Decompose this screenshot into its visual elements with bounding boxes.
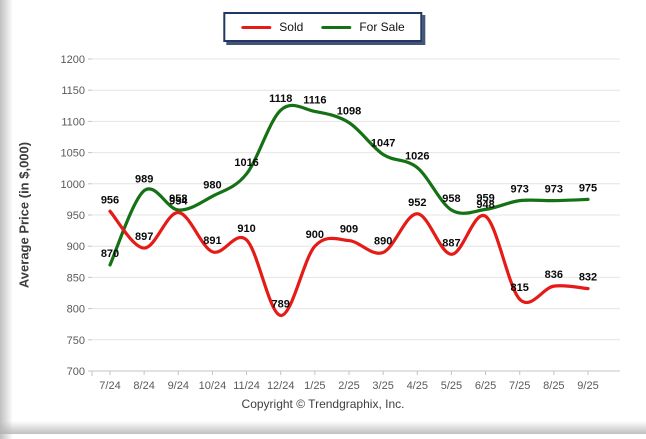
data-label-for-sale: 1016 xyxy=(234,157,258,169)
data-label-sold: 890 xyxy=(374,235,392,247)
legend-item-for-sale: For Sale xyxy=(321,20,405,34)
x-tick-label: 9/24 xyxy=(168,380,189,392)
x-tick-label: 2/25 xyxy=(338,380,359,392)
chart-legend: Sold For Sale xyxy=(223,12,423,42)
data-label-for-sale: 989 xyxy=(135,174,153,186)
legend-item-sold: Sold xyxy=(241,20,303,34)
data-label-for-sale: 1047 xyxy=(371,137,395,149)
data-label-for-sale: 1116 xyxy=(303,94,326,106)
data-label-sold: 954 xyxy=(169,196,188,208)
data-label-sold: 891 xyxy=(203,235,221,247)
y-tick-label: 1100 xyxy=(61,116,85,128)
data-label-sold: 948 xyxy=(476,199,494,211)
x-tick-label: 7/24 xyxy=(99,380,120,392)
data-label-sold: 836 xyxy=(545,269,563,281)
data-label-sold: 832 xyxy=(579,272,597,284)
x-tick-label: 1/25 xyxy=(304,380,325,392)
data-label-sold: 952 xyxy=(408,197,426,209)
data-label-sold: 789 xyxy=(272,298,290,310)
y-tick-label: 1150 xyxy=(61,85,85,97)
legend-line-swatch xyxy=(241,25,272,29)
data-label-sold: 815 xyxy=(511,282,529,294)
y-tick-label: 900 xyxy=(67,241,85,253)
y-tick-label: 1050 xyxy=(61,148,85,160)
data-label-for-sale: 959 xyxy=(476,192,494,204)
y-tick-label: 950 xyxy=(67,210,85,222)
y-axis-title: Average Price (in $,000) xyxy=(16,141,32,289)
x-tick-label: 3/25 xyxy=(372,380,393,392)
legend-label: For Sale xyxy=(359,20,405,34)
x-tick-label: 8/24 xyxy=(133,380,154,392)
y-tick-label: 850 xyxy=(67,272,85,284)
data-label-for-sale: 1026 xyxy=(405,151,429,163)
data-label-for-sale: 1098 xyxy=(337,106,361,118)
data-label-for-sale: 980 xyxy=(203,179,221,191)
data-label-sold: 900 xyxy=(306,229,324,241)
x-tick-label: 4/25 xyxy=(407,380,428,392)
data-label-for-sale: 958 xyxy=(169,193,187,205)
data-label-for-sale: 973 xyxy=(511,184,529,196)
legend-label: Sold xyxy=(279,20,304,34)
legend-line-swatch xyxy=(321,25,352,29)
x-tick-label: 8/25 xyxy=(543,380,564,392)
y-tick-label: 800 xyxy=(67,304,85,316)
x-tick-label: 9/25 xyxy=(577,380,598,392)
x-tick-label: 12/24 xyxy=(267,380,295,392)
series-line-sold xyxy=(108,209,590,318)
data-label-sold: 887 xyxy=(442,237,460,249)
x-tick-label: 10/24 xyxy=(199,380,227,392)
y-tick-label: 1000 xyxy=(61,179,85,191)
x-tick-label: 11/24 xyxy=(233,380,260,392)
x-tick-label: 7/25 xyxy=(509,380,530,392)
data-label-sold: 910 xyxy=(237,223,255,235)
series-line-for-sale xyxy=(108,103,590,267)
data-label-sold: 897 xyxy=(135,231,153,243)
y-tick-label: 700 xyxy=(67,366,85,378)
x-tick-label: 6/25 xyxy=(475,380,496,392)
data-label-for-sale: 870 xyxy=(101,248,119,260)
x-tick-label: 5/25 xyxy=(441,380,462,392)
y-tick-label: 750 xyxy=(67,335,85,347)
data-label-sold: 956 xyxy=(101,194,119,206)
data-label-for-sale: 975 xyxy=(579,182,597,194)
data-label-for-sale: 1118 xyxy=(269,93,292,105)
data-label-for-sale: 973 xyxy=(545,184,563,196)
data-label-for-sale: 958 xyxy=(442,193,460,205)
y-tick-label: 1200 xyxy=(61,54,85,66)
data-label-sold: 909 xyxy=(340,224,358,236)
copyright-text: Copyright © Trendgraphix, Inc. xyxy=(241,397,405,411)
